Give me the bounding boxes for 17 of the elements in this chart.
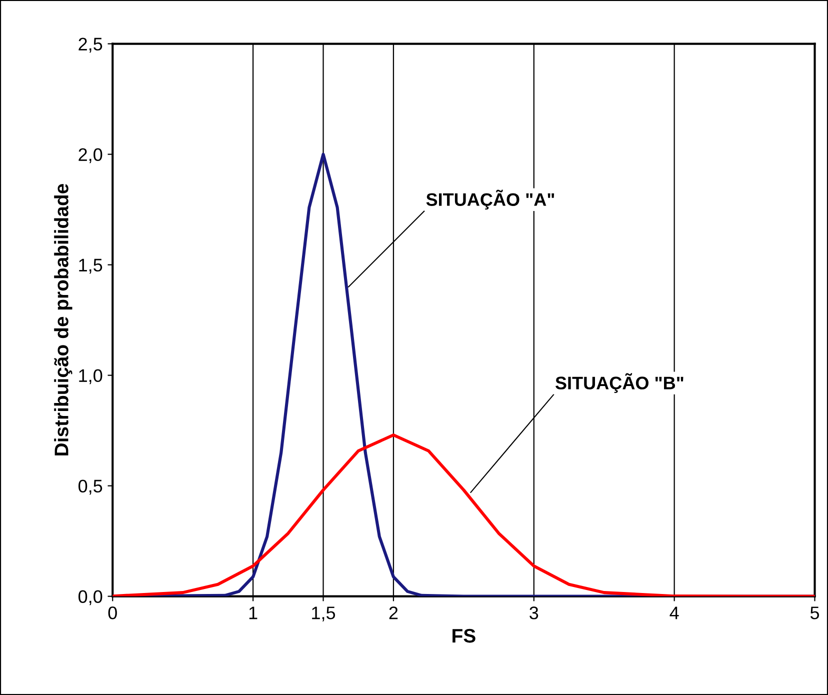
- x-tick-label: 1: [249, 606, 258, 620]
- annotation: SITUAÇÃO "A": [426, 190, 554, 210]
- y-tick-label: 1,0: [79, 369, 102, 384]
- y-tick-label: 2,0: [78, 148, 102, 164]
- x-tick-label: 1,5: [312, 606, 336, 622]
- y-tick-label: 1,5: [79, 258, 102, 274]
- annotation: SITUAÇÃO "B": [555, 373, 684, 393]
- x-tick-label: 5: [810, 606, 820, 620]
- y-tick-label: 0,0: [78, 590, 102, 606]
- x-axis-title: FS: [452, 628, 476, 643]
- x-tick-label: 3: [530, 606, 538, 620]
- x-tick-label: 4: [670, 606, 679, 620]
- x-tick-label: 0: [108, 606, 117, 620]
- y-tick-label: 0,5: [78, 480, 102, 495]
- y-axis-title: Distribuição de probabilidade: [54, 184, 72, 456]
- y-tick-label: 2,5: [78, 38, 102, 53]
- x-tick-label: 2: [389, 606, 398, 620]
